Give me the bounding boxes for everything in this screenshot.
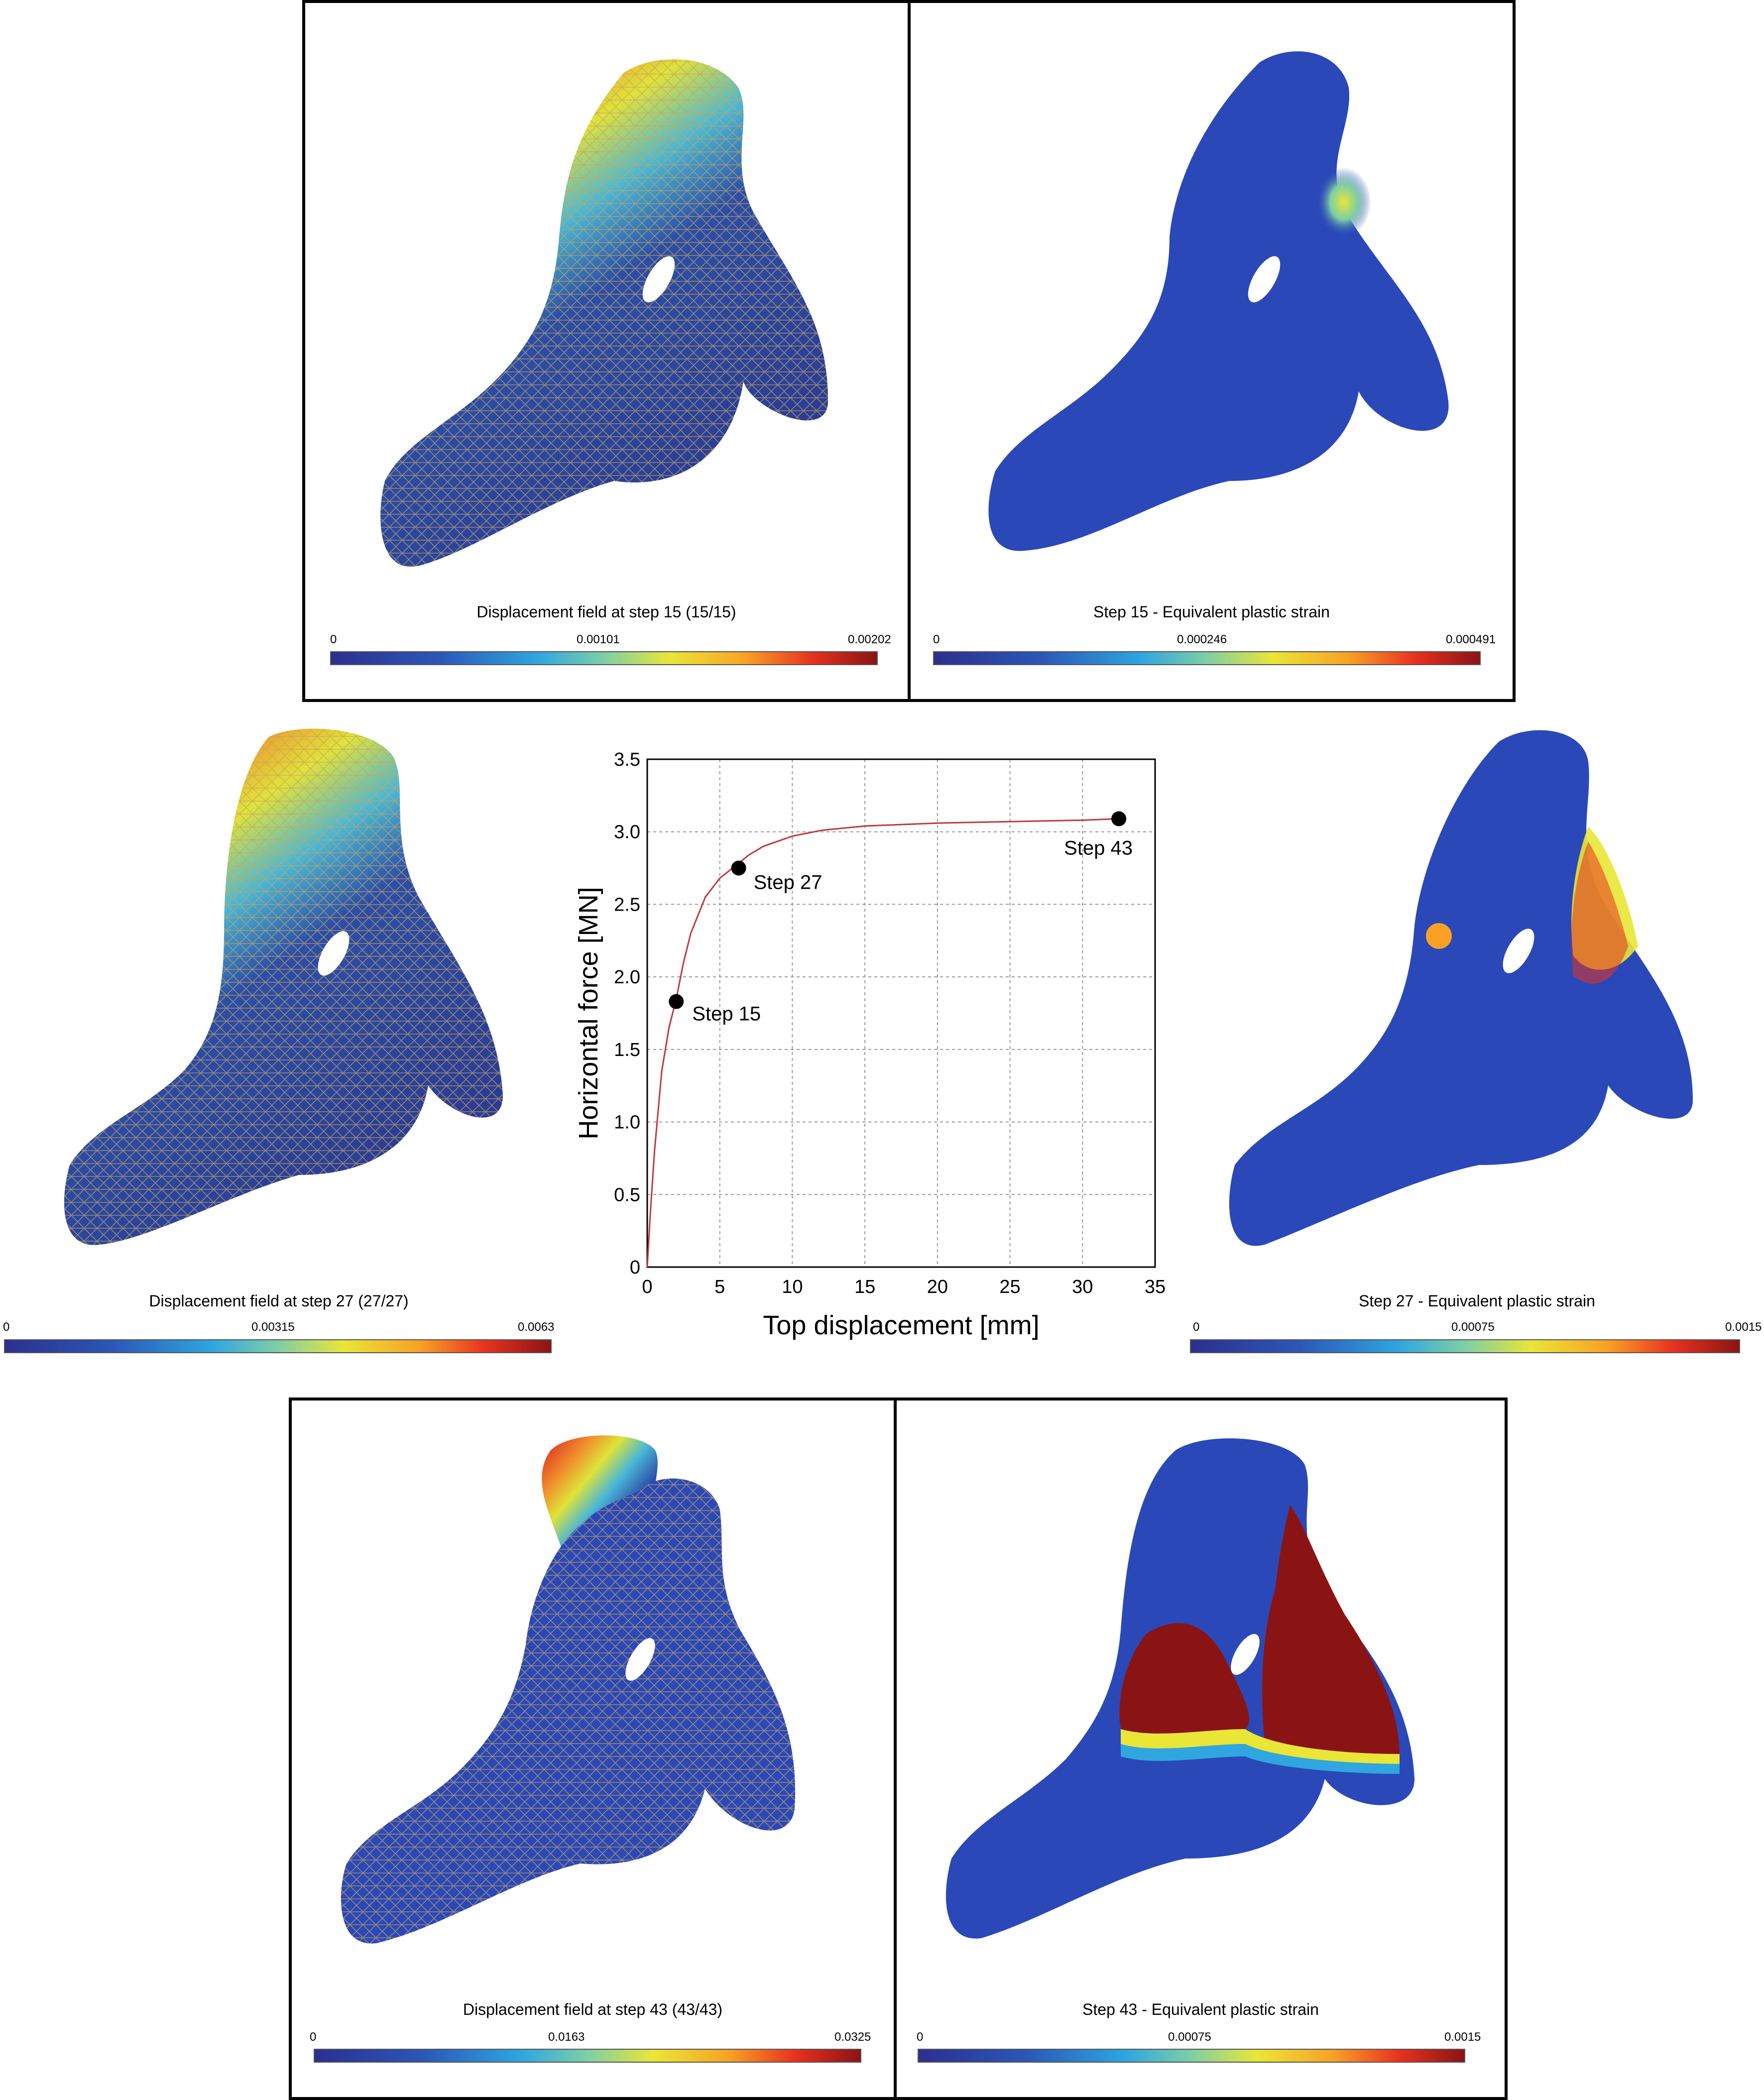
bone-plastic-strain-step43 <box>945 1438 1414 1939</box>
bone-plastic-strain-step15 <box>988 51 1449 551</box>
colorbar-min-label: 0 <box>330 633 337 646</box>
colorbar <box>314 2049 861 2063</box>
colorbar-min-label: 0 <box>933 633 940 646</box>
plot-area-frame <box>646 758 1156 1268</box>
y-tick-label: 1.0 <box>614 1112 640 1133</box>
panel-step43-displacement: Displacement field at step 43 (43/43) 0 … <box>292 1400 894 2097</box>
colorbar-max-label: 0.0015 <box>1444 2030 1481 2044</box>
force-displacement-chart: Step 15 Step 27 Step 43 0 5 10 15 20 25 30 35 0 0.… <box>574 749 1166 1340</box>
colorbar <box>1190 1339 1740 1353</box>
colorbar-title: Step 15 - Equivalent plastic strain <box>1093 603 1330 621</box>
x-tick-label: 30 <box>1072 1277 1093 1297</box>
step-marker <box>669 994 684 1009</box>
panel-step43-plastic-strain: Step 43 - Equivalent plastic strain 0 0.… <box>897 1400 1505 2097</box>
x-tick-label: 0 <box>642 1277 652 1297</box>
panel-step27-displacement: Displacement field at step 27 (27/27) 0 … <box>0 717 558 1364</box>
colorbar-mid-label: 0.000246 <box>1177 633 1227 646</box>
colorbar-min-label: 0 <box>310 2030 317 2044</box>
colorbar-max-label: 0.0325 <box>834 2030 871 2044</box>
y-tick-label: 3.0 <box>614 822 640 843</box>
colorbar-title: Displacement field at step 43 (43/43) <box>463 2000 723 2018</box>
step-marker <box>1111 811 1127 826</box>
colorbar-min-label: 0 <box>3 1320 10 1334</box>
panel-step15-plastic-strain: Step 15 - Equivalent plastic strain 0 0.… <box>911 3 1513 699</box>
colorbar-title: Displacement field at step 27 (27/27) <box>149 1292 409 1310</box>
x-tick-label: 20 <box>927 1277 948 1297</box>
colorbar <box>330 651 878 665</box>
series-line <box>646 818 1119 1268</box>
colorbar-max-label: 0.00202 <box>848 633 891 646</box>
x-tick-label: 15 <box>854 1277 875 1297</box>
top-row-divider <box>908 0 911 702</box>
colorbar-mid-label: 0.00075 <box>1168 2030 1211 2044</box>
y-tick-label: 0 <box>630 1257 640 1278</box>
x-tick-label: 25 <box>999 1277 1020 1297</box>
bone-mesh-displacement-step15 <box>380 59 828 567</box>
bottom-row-frame <box>289 1398 1508 2100</box>
colorbar-title: Displacement field at step 15 (15/15) <box>476 603 736 621</box>
x-tick-label: 35 <box>1145 1277 1166 1297</box>
colorbar-title: Step 43 - Equivalent plastic strain <box>1082 2000 1319 2018</box>
colorbar-min-label: 0 <box>1193 1320 1200 1334</box>
y-axis-label: Horizontal force [MN] <box>574 887 603 1139</box>
y-tick-label: 1.5 <box>614 1040 640 1060</box>
step-label: Step 27 <box>754 872 823 894</box>
colorbar-max-label: 0.0063 <box>518 1320 555 1334</box>
x-tick-label: 10 <box>782 1277 803 1297</box>
step-label: Step 15 <box>692 1003 761 1025</box>
bone-mesh-displacement-step43 <box>341 1435 796 1944</box>
y-tick-label: 0.5 <box>614 1184 640 1205</box>
bottom-row-divider <box>894 1398 897 2100</box>
colorbar-mid-label: 0.00101 <box>577 633 620 646</box>
bone-mesh-displacement-step27 <box>64 728 503 1245</box>
y-tick-label: 2.5 <box>614 894 640 915</box>
y-tick-label: 3.5 <box>614 749 640 770</box>
step-marker <box>731 860 746 876</box>
colorbar-max-label: 0.000491 <box>1446 633 1496 646</box>
y-tick-label: 2.0 <box>614 967 640 988</box>
x-tick-label: 5 <box>714 1277 725 1297</box>
colorbar-min-label: 0 <box>917 2030 924 2044</box>
colorbar-mid-label: 0.0163 <box>548 2030 585 2044</box>
colorbar <box>4 1339 552 1353</box>
x-axis-label: Top displacement [mm] <box>763 1310 1039 1340</box>
colorbar <box>933 651 1481 665</box>
panel-step27-plastic-strain: Step 27 - Equivalent plastic strain 0 0.… <box>1190 717 1764 1364</box>
colorbar-title: Step 27 - Equivalent plastic strain <box>1359 1292 1595 1310</box>
panel-step15-displacement: Displacement field at step 15 (15/15) 0 … <box>305 3 908 699</box>
colorbar <box>918 2049 1465 2063</box>
colorbar-max-label: 0.0015 <box>1725 1320 1762 1334</box>
bone-plastic-strain-step27 <box>1229 730 1693 1246</box>
colorbar-mid-label: 0.00075 <box>1451 1320 1495 1334</box>
step-label: Step 43 <box>1064 837 1133 859</box>
colorbar-mid-label: 0.00315 <box>251 1320 295 1334</box>
